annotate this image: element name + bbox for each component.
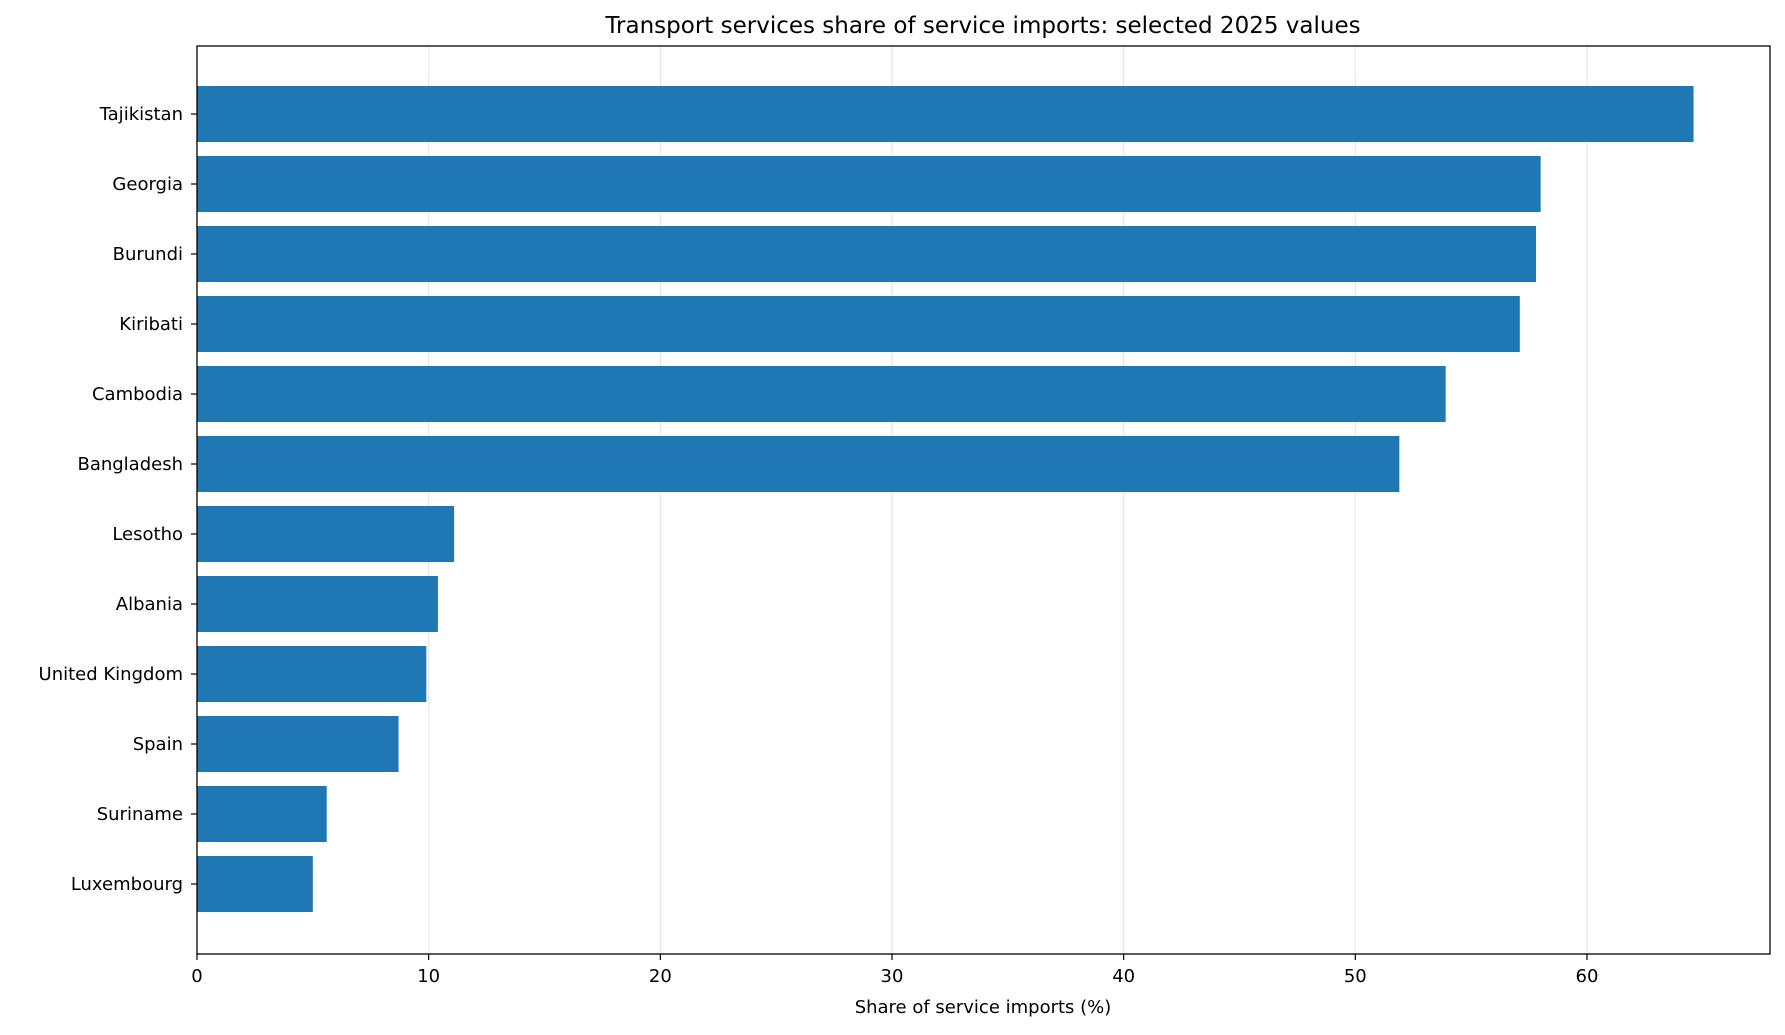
bar	[197, 786, 327, 842]
x-tick-label: 20	[649, 966, 672, 987]
y-tick-label: Tajikistan	[99, 104, 183, 125]
y-tick-label: Burundi	[113, 244, 183, 265]
y-tick-label: United Kingdom	[39, 664, 183, 685]
x-tick-label: 60	[1576, 966, 1599, 987]
y-tick-label: Suriname	[97, 804, 183, 825]
x-tick-label: 40	[1112, 966, 1135, 987]
bar	[197, 296, 1520, 352]
x-tick-label: 0	[191, 966, 202, 987]
y-tick-label: Georgia	[112, 174, 183, 195]
x-tick-label: 50	[1344, 966, 1367, 987]
bar	[197, 576, 438, 632]
x-axis-label: Share of service imports (%)	[855, 997, 1112, 1018]
bar	[197, 366, 1446, 422]
bar	[197, 436, 1400, 492]
y-tick-label: Lesotho	[112, 524, 183, 545]
y-tick-label: Bangladesh	[77, 454, 183, 475]
x-tick-label: 30	[881, 966, 904, 987]
bar	[197, 716, 399, 772]
y-tick-label: Luxembourg	[71, 874, 183, 895]
y-tick-label: Kiribati	[119, 314, 183, 335]
y-tick-label: Albania	[116, 594, 183, 615]
bar	[197, 156, 1541, 212]
x-axis-ticks: 0 10 20 30 40 50 60	[191, 954, 1598, 987]
bars	[197, 86, 1694, 912]
bar	[197, 856, 313, 912]
plot-frame	[196, 45, 1771, 955]
chart-title: Transport services share of service impo…	[604, 13, 1360, 39]
y-tick-label: Cambodia	[92, 384, 183, 405]
x-tick-label: 10	[417, 966, 440, 987]
y-axis-ticks: Tajikistan Georgia Burundi Kiribati Cambodia…	[39, 104, 197, 895]
y-tick-label: Spain	[133, 734, 183, 755]
bar	[197, 86, 1694, 142]
bar	[197, 646, 427, 702]
bar	[197, 226, 1537, 282]
bar	[197, 506, 455, 562]
